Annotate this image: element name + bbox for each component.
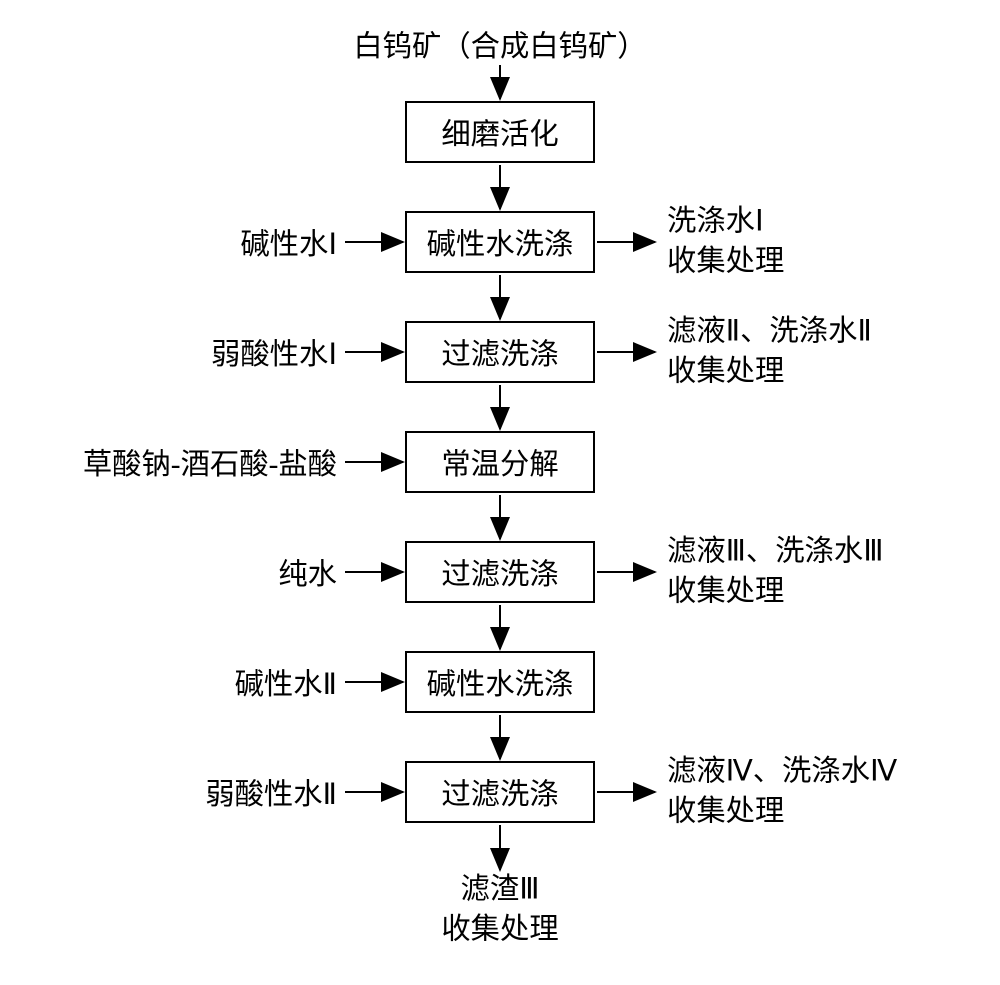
flowchart-canvas: 白钨矿（合成白钨矿）细磨活化碱性水洗涤过滤洗涤常温分解过滤洗涤碱性水洗涤过滤洗涤… <box>0 0 1000 985</box>
process-box-n1: 细磨活化 <box>405 101 595 163</box>
process-box-label: 常温分解 <box>441 441 558 483</box>
process-box-n3: 过滤洗涤 <box>405 321 595 383</box>
process-box-n7: 过滤洗涤 <box>405 761 595 823</box>
process-box-n4: 常温分解 <box>405 431 595 493</box>
input-label: 草酸钠-酒石酸-盐酸 <box>83 441 337 483</box>
input-label: 碱性水Ⅰ <box>240 221 337 263</box>
process-box-label: 碱性水洗涤 <box>427 661 574 703</box>
output-label: 滤液Ⅳ、洗涤水Ⅳ收集处理 <box>667 752 897 831</box>
process-box-label: 过滤洗涤 <box>441 771 558 813</box>
input-label: 纯水 <box>278 551 337 593</box>
process-box-n5: 过滤洗涤 <box>405 541 595 603</box>
process-box-label: 过滤洗涤 <box>441 331 558 373</box>
output-label: 洗涤水Ⅰ收集处理 <box>667 202 784 281</box>
output-label: 滤液Ⅱ、洗涤水Ⅱ收集处理 <box>667 312 872 391</box>
input-label: 弱酸性水Ⅱ <box>205 771 337 813</box>
start-label: 白钨矿（合成白钨矿） <box>353 23 646 65</box>
process-box-label: 细磨活化 <box>441 111 558 153</box>
output-label: 滤液Ⅲ、洗涤水Ⅲ收集处理 <box>667 532 883 611</box>
process-box-label: 过滤洗涤 <box>441 551 558 593</box>
process-box-label: 碱性水洗涤 <box>427 221 574 263</box>
end-label: 滤渣Ⅲ收集处理 <box>441 870 558 949</box>
input-label: 碱性水Ⅱ <box>235 661 337 703</box>
process-box-n6: 碱性水洗涤 <box>405 651 595 713</box>
process-box-n2: 碱性水洗涤 <box>405 211 595 273</box>
input-label: 弱酸性水Ⅰ <box>211 331 337 373</box>
